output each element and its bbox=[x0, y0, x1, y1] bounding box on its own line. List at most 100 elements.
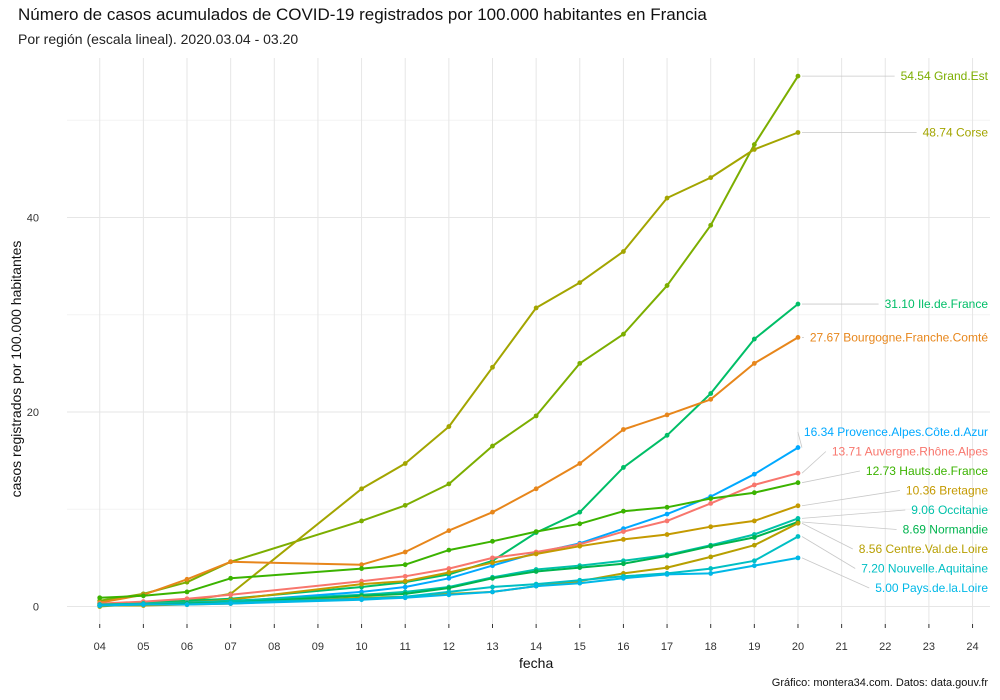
label-layer: 54.54 Grand.Est 48.74 Corse 31.10 Ile.de.F… bbox=[797, 69, 989, 595]
data-point bbox=[577, 509, 583, 515]
data-point bbox=[359, 597, 364, 603]
series-end-label: 8.56 Centre.Val.de.Loire bbox=[859, 542, 989, 556]
x-tick-label: 20 bbox=[792, 641, 804, 653]
x-tick-label: 18 bbox=[705, 641, 717, 653]
x-tick-label: 15 bbox=[574, 641, 586, 653]
data-point bbox=[577, 360, 583, 366]
x-axis-title: fecha bbox=[519, 655, 553, 671]
x-tick-label: 13 bbox=[486, 641, 498, 653]
data-point bbox=[751, 558, 757, 564]
data-point bbox=[751, 147, 757, 152]
data-point bbox=[708, 543, 714, 549]
data-point bbox=[184, 589, 190, 595]
data-point bbox=[664, 195, 670, 201]
data-point bbox=[664, 283, 670, 288]
data-point bbox=[795, 555, 801, 561]
data-point bbox=[577, 521, 583, 527]
label-leader-line bbox=[801, 470, 861, 484]
data-point bbox=[664, 518, 670, 524]
data-point bbox=[359, 581, 364, 587]
data-point bbox=[402, 549, 408, 555]
data-point bbox=[751, 142, 757, 147]
data-point bbox=[795, 480, 801, 486]
data-point bbox=[708, 396, 714, 402]
data-point bbox=[664, 504, 670, 510]
data-point bbox=[795, 301, 801, 307]
data-point bbox=[533, 569, 539, 574]
data-point bbox=[533, 305, 539, 311]
data-point bbox=[751, 482, 757, 488]
data-point bbox=[708, 222, 714, 228]
y-tick-label: 40 bbox=[27, 212, 39, 224]
series-end-label: 8.69 Normandie bbox=[903, 523, 989, 537]
x-tick-label: 16 bbox=[617, 641, 629, 653]
x-tick-label: 14 bbox=[530, 641, 542, 653]
x-tick-label: 09 bbox=[312, 641, 324, 653]
data-point bbox=[533, 583, 539, 589]
data-point bbox=[533, 529, 539, 535]
data-point bbox=[795, 445, 801, 450]
grid-layer bbox=[67, 58, 990, 624]
data-point bbox=[533, 413, 539, 419]
series-end-label: 10.36 Bretagne bbox=[906, 484, 988, 498]
data-point bbox=[795, 515, 801, 521]
data-point bbox=[577, 543, 583, 549]
series-end-label: 9.06 Occitanie bbox=[911, 503, 988, 517]
x-tick-label: 19 bbox=[748, 641, 760, 653]
label-leader-line bbox=[801, 522, 853, 550]
data-point bbox=[490, 555, 495, 561]
data-point bbox=[664, 511, 670, 517]
data-point bbox=[533, 551, 539, 557]
data-point bbox=[446, 424, 452, 429]
series-end-label: 5.00 Pays.de.la.Loire bbox=[875, 581, 988, 595]
data-point bbox=[446, 592, 452, 598]
data-point bbox=[708, 391, 714, 396]
data-point bbox=[446, 570, 452, 575]
data-point bbox=[751, 535, 757, 540]
data-point bbox=[359, 486, 364, 492]
x-tick-label: 12 bbox=[443, 641, 455, 653]
data-point bbox=[708, 524, 714, 530]
data-point bbox=[228, 559, 234, 565]
series-end-label: 13.71 Auvergne.Rhône.Alpes bbox=[832, 445, 988, 459]
label-leader-line bbox=[801, 536, 856, 569]
data-point bbox=[140, 602, 146, 607]
data-point bbox=[621, 331, 626, 337]
data-point bbox=[708, 571, 714, 576]
data-point bbox=[359, 562, 364, 568]
data-point bbox=[577, 280, 583, 286]
y-tick-label: 20 bbox=[27, 407, 39, 419]
chart-caption: Gráfico: montera34.com. Datos: data.gouv… bbox=[771, 677, 988, 689]
data-point bbox=[402, 502, 408, 508]
label-leader-line bbox=[801, 509, 906, 519]
chart-subtitle: Por región (escala lineal). 2020.03.04 -… bbox=[18, 31, 299, 47]
series-end-label: 54.54 Grand.Est bbox=[901, 69, 989, 83]
data-point bbox=[490, 364, 495, 370]
series-end-label: 31.10 Ile.de.France bbox=[885, 297, 989, 311]
data-point bbox=[402, 573, 408, 579]
data-point bbox=[402, 461, 408, 466]
data-point bbox=[621, 465, 626, 470]
data-point bbox=[577, 580, 583, 586]
data-point bbox=[621, 561, 626, 567]
data-point bbox=[446, 481, 452, 487]
data-point bbox=[664, 532, 670, 537]
data-point bbox=[664, 572, 670, 577]
data-point bbox=[402, 562, 408, 568]
data-point bbox=[664, 412, 670, 418]
data-point bbox=[751, 563, 757, 569]
data-point bbox=[184, 576, 190, 582]
data-point bbox=[490, 575, 495, 581]
data-point bbox=[664, 553, 670, 559]
data-point bbox=[184, 596, 190, 602]
data-point bbox=[664, 565, 670, 570]
data-point bbox=[446, 528, 452, 534]
x-tick-label: 22 bbox=[879, 641, 891, 653]
data-point bbox=[577, 565, 583, 570]
data-point bbox=[402, 584, 408, 590]
data-point bbox=[795, 73, 801, 79]
data-point bbox=[490, 509, 495, 515]
x-tick-label: 24 bbox=[966, 641, 978, 653]
data-point bbox=[751, 518, 757, 524]
